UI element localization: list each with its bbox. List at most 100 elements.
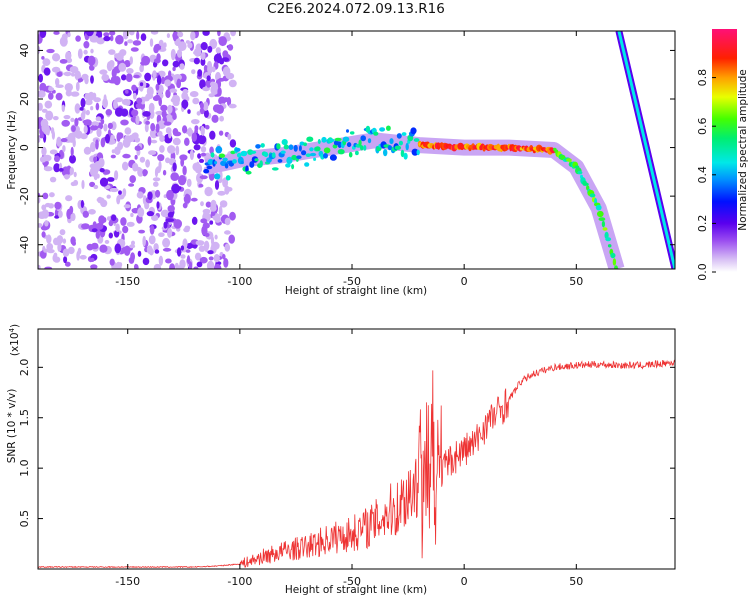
noise-blob: [147, 191, 153, 200]
noise-blob: [95, 230, 101, 239]
noise-blob: [186, 96, 190, 102]
noise-blob: [129, 56, 133, 65]
noise-blob: [208, 256, 214, 261]
noise-blob: [172, 162, 177, 172]
noise-blob: [117, 141, 124, 151]
noise-blob: [81, 179, 85, 190]
noise-blob: [58, 210, 63, 218]
noise-blob: [196, 261, 203, 268]
noise-blob: [43, 124, 50, 135]
noise-blob: [149, 128, 158, 139]
noise-blob: [43, 67, 51, 76]
main-signal-point: [389, 138, 394, 145]
noise-blob: [120, 119, 129, 126]
noise-blob: [144, 122, 149, 133]
main-signal-point: [403, 152, 408, 160]
noise-blob: [55, 84, 64, 88]
main-signal-point: [602, 227, 608, 231]
noise-blob: [167, 145, 176, 154]
noise-blob: [131, 208, 137, 213]
noise-blob: [229, 211, 236, 221]
main-signal-point: [566, 158, 572, 162]
main-signal-point: [280, 150, 286, 154]
main-signal-point: [303, 142, 307, 147]
noise-blob: [69, 167, 75, 175]
noise-blob: [124, 62, 131, 67]
noise-blob: [121, 98, 131, 106]
noise-blob: [133, 92, 137, 100]
noise-blob: [167, 227, 173, 238]
main-signal-point: [598, 217, 606, 222]
noise-blob: [142, 195, 147, 205]
noise-blob: [153, 243, 159, 252]
noise-blob: [77, 48, 83, 59]
noise-blob: [147, 94, 153, 99]
noise-blob: [165, 127, 172, 134]
main-signal-point: [323, 147, 331, 154]
noise-blob: [186, 178, 192, 188]
noise-blob: [142, 169, 148, 176]
noise-blob: [136, 31, 140, 40]
main-signal-point: [232, 159, 237, 164]
noise-blob: [164, 79, 172, 87]
main-signal-point: [577, 170, 583, 175]
main-signal-point: [355, 150, 359, 156]
noise-blob: [46, 48, 55, 54]
main-signal-point: [413, 138, 420, 142]
main-signal-point: [214, 173, 221, 180]
noise-blob: [193, 144, 201, 151]
noise-blob: [73, 179, 79, 186]
noise-blob: [98, 157, 105, 168]
noise-blob: [198, 158, 205, 163]
main-signal-point: [379, 127, 386, 132]
noise-blob: [95, 102, 100, 111]
main-signal-point: [224, 163, 229, 169]
noise-blob: [43, 166, 53, 172]
noise-blob: [200, 42, 208, 51]
snr-ytick-label: 1.5: [18, 409, 31, 427]
noise-blob: [82, 210, 90, 218]
noise-blob: [153, 263, 162, 269]
noise-blob: [56, 71, 63, 77]
noise-blob: [151, 215, 159, 221]
noise-blob: [163, 121, 172, 126]
noise-blob: [104, 239, 110, 244]
noise-blob: [199, 107, 205, 115]
noise-blob: [53, 31, 60, 35]
main-signal-point: [291, 164, 295, 170]
noise-blob: [138, 229, 146, 234]
noise-blob: [153, 181, 159, 187]
noise-blob: [62, 248, 70, 257]
main-signal-point: [304, 162, 310, 167]
noise-blob: [200, 125, 205, 136]
noise-blob: [167, 211, 174, 218]
noise-blob: [148, 235, 156, 245]
noise-blob: [90, 257, 95, 262]
snr-xtick-label: -100: [227, 575, 252, 588]
noise-blob: [207, 45, 213, 53]
noise-blob: [227, 44, 234, 51]
colorbar-gradient: [712, 29, 737, 272]
main-signal-point: [277, 159, 283, 163]
noise-blob: [218, 77, 225, 82]
noise-blob: [49, 176, 57, 183]
noise-blob: [149, 225, 155, 235]
noise-blob: [200, 57, 206, 66]
noise-blob: [214, 215, 221, 223]
main-signal-point: [360, 135, 367, 142]
noise-blob: [154, 249, 160, 254]
noise-blob: [217, 31, 221, 37]
noise-blob: [178, 41, 187, 51]
noise-blob: [188, 261, 193, 269]
snr-ytick-label: 1.0: [18, 459, 31, 477]
noise-blob: [46, 243, 54, 251]
noise-blob: [211, 241, 220, 250]
noise-blob: [38, 223, 43, 228]
colorbar-tick-label: 0.2: [696, 215, 709, 233]
noise-blob: [152, 177, 161, 182]
main-signal-point: [400, 149, 405, 158]
noise-blob: [215, 47, 221, 54]
main-signal-point: [601, 220, 606, 228]
noise-blob: [158, 97, 162, 107]
snr-series-line: [38, 359, 675, 569]
